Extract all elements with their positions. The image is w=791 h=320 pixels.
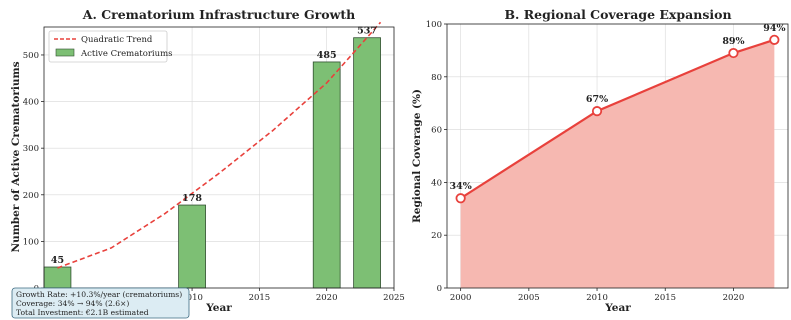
chart-a-trend <box>57 21 382 269</box>
bar <box>353 37 381 289</box>
point-value-label: 89% <box>722 36 744 47</box>
panel-b: B. Regional Coverage Expansion 34% 67% 89%… <box>411 7 789 314</box>
chart-a-data-labels: 45 178 485 537 <box>51 26 377 266</box>
x-tick-label: 2000 <box>450 293 472 303</box>
y-tick-label: 80 <box>431 73 442 83</box>
x-tick-label: 2020 <box>723 293 745 303</box>
y-tick-label: 500 <box>23 51 39 61</box>
x-tick-label: 2025 <box>383 293 405 303</box>
bar <box>312 61 341 289</box>
bar <box>178 204 206 289</box>
chart-b-y-axis-label: Regional Coverage (%) <box>411 89 423 223</box>
stats-box-background <box>11 287 190 319</box>
chart-b-data-labels: 34% 67% 89% 94% <box>450 23 786 192</box>
bar-value-label: 178 <box>182 193 202 204</box>
point-value-label: 34% <box>450 181 472 192</box>
chart-b-frame <box>446 23 789 289</box>
stats-box: Growth Rate: +10.3%/year (crematoriums) … <box>11 287 190 319</box>
chart-b-series-line <box>460 38 775 200</box>
stats-coverage: Coverage: 34% → 94% (2.6×) <box>16 299 129 308</box>
data-point <box>591 106 603 117</box>
y-tick-label: 20 <box>431 231 442 241</box>
chart-b-area-fill <box>460 39 775 289</box>
data-point <box>728 47 739 59</box>
point-value-label: 94% <box>763 23 785 34</box>
chart-a-frame <box>43 26 395 289</box>
x-tick-label: 2005 <box>518 293 540 303</box>
y-tick-label: 0 <box>437 284 442 294</box>
chart-a-y-axis-label: Number of Active Crematoriums <box>10 61 22 252</box>
data-point <box>455 193 466 204</box>
x-tick-label: 2010 <box>586 293 608 303</box>
data-point <box>769 34 780 45</box>
chart-a-y-ticks: 0100200300400500 <box>23 51 44 294</box>
chart-a-x-ticks: 2010 2015 2020 2025 <box>181 288 405 303</box>
y-tick-label: 300 <box>23 144 39 154</box>
chart-a-bars <box>43 37 381 289</box>
chart-a-grid <box>44 27 395 289</box>
stats-growth-rate: Growth Rate: +10.3%/year (crematoriums) <box>16 290 182 299</box>
y-tick-label: 400 <box>23 98 39 108</box>
point-value-label: 67% <box>586 94 608 105</box>
chart-a-x-axis-label: Year <box>205 302 232 314</box>
x-tick-label: 2015 <box>654 293 676 303</box>
bar-value-label: 45 <box>51 255 64 266</box>
trend-line <box>57 21 382 269</box>
bar-value-label: 485 <box>317 50 337 61</box>
x-tick-label: 2015 <box>249 293 271 303</box>
chart-b-x-axis-label: Year <box>604 302 631 314</box>
chart-b-points <box>455 34 780 204</box>
panel-a: A. Crematorium Infrastructure Growth 45 1… <box>10 7 405 319</box>
chart-b-title: B. Regional Coverage Expansion <box>504 7 731 22</box>
chart-a-title: A. Crematorium Infrastructure Growth <box>82 7 355 22</box>
y-tick-label: 200 <box>23 191 39 201</box>
y-tick-label: 60 <box>431 126 442 136</box>
legend-bar-label: Active Crematoriums <box>80 49 173 59</box>
legend-trend-label: Quadratic Trend <box>81 35 153 45</box>
chart-a-legend: Quadratic Trend Active Crematoriums <box>48 30 173 63</box>
y-tick-label: 100 <box>426 20 442 30</box>
x-tick-label: 2010 <box>181 293 203 303</box>
chart-b-x-ticks: 2000 2005 2010 2015 2020 <box>450 288 744 303</box>
bar <box>43 266 72 289</box>
chart-b-y-ticks: 0 20 40 60 80 100 <box>426 20 447 294</box>
legend-bar-swatch <box>55 48 75 57</box>
x-tick-label: 2020 <box>316 293 338 303</box>
y-tick-label: 40 <box>431 178 442 188</box>
y-tick-label: 100 <box>23 237 39 247</box>
legend-box <box>48 30 168 63</box>
stats-investment: Total Investment: €2.1B estimated <box>16 308 149 317</box>
bar-value-label: 537 <box>357 26 377 37</box>
